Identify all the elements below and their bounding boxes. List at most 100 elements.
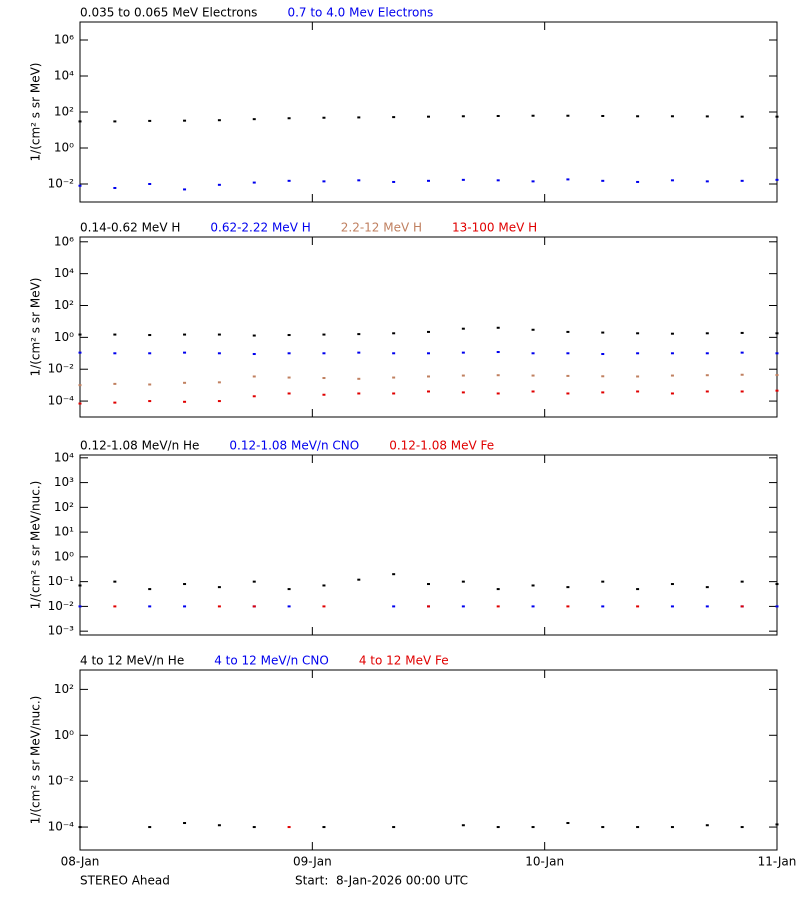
data-point	[670, 115, 674, 118]
data-point	[322, 180, 326, 183]
data-point	[78, 826, 82, 829]
data-point	[740, 826, 744, 829]
data-point	[78, 333, 82, 336]
data-point	[636, 390, 640, 393]
data-point	[496, 114, 500, 117]
x-tick-label: 09-Jan	[293, 855, 332, 869]
data-point	[148, 352, 152, 355]
plot-frame	[79, 21, 778, 203]
data-point	[636, 826, 640, 829]
data-point	[183, 822, 187, 825]
data-point	[113, 333, 117, 336]
y-tick-label: 10⁰	[54, 141, 74, 155]
data-point	[78, 402, 82, 405]
data-point	[148, 119, 152, 122]
data-point	[427, 605, 430, 608]
data-point	[148, 183, 152, 185]
x-tick-label: 11-Jan	[758, 855, 797, 869]
legend-entry: 0.14-0.62 MeV H	[80, 221, 180, 235]
data-point	[461, 178, 465, 181]
y-tick-label: 10⁴	[54, 266, 74, 280]
data-point	[357, 179, 361, 182]
data-point	[775, 389, 779, 392]
data-point	[217, 119, 221, 122]
y-tick-label: 10⁻²	[48, 177, 75, 191]
data-point	[183, 381, 187, 384]
data-point	[322, 584, 326, 587]
data-point	[252, 118, 256, 121]
y-tick-label: 10⁰	[54, 728, 74, 742]
data-point	[531, 584, 535, 587]
data-point	[531, 826, 535, 829]
data-point	[217, 381, 221, 384]
data-point	[705, 115, 709, 118]
x-tick-label: 08-Jan	[61, 855, 100, 869]
data-point	[217, 824, 221, 827]
legend-entry: 0.12-1.08 MeV Fe	[389, 439, 494, 453]
data-point	[78, 120, 82, 123]
data-point	[601, 391, 605, 394]
data-point	[566, 352, 570, 355]
data-point	[252, 181, 256, 184]
data-point	[740, 179, 744, 182]
data-point	[775, 352, 779, 355]
data-point	[183, 333, 187, 336]
data-point	[601, 179, 605, 182]
data-point	[566, 822, 570, 825]
data-point	[357, 392, 361, 395]
data-point	[217, 400, 221, 403]
data-point	[775, 332, 779, 335]
y-tick-label: 10⁻²	[48, 599, 75, 613]
data-point	[566, 374, 570, 377]
data-point	[78, 584, 82, 587]
data-point	[670, 392, 674, 395]
data-point	[670, 374, 674, 377]
data-point	[252, 334, 256, 337]
data-point	[78, 351, 82, 354]
data-point	[217, 333, 221, 336]
data-point	[566, 178, 570, 181]
data-point	[357, 377, 361, 380]
data-point	[705, 374, 709, 377]
data-point	[740, 331, 744, 334]
legend-entry: 2.2-12 MeV H	[341, 221, 422, 235]
data-point	[183, 605, 187, 608]
data-point	[461, 391, 465, 394]
data-point	[461, 351, 465, 354]
footer-left: STEREO Ahead	[80, 874, 170, 888]
data-point	[183, 400, 187, 403]
y-tick-label: 10⁴	[54, 450, 74, 464]
data-point	[252, 826, 256, 829]
data-point	[705, 352, 709, 355]
data-point	[148, 826, 152, 829]
data-point	[601, 353, 605, 356]
data-point	[78, 605, 82, 608]
data-point	[496, 588, 500, 591]
data-point	[775, 374, 779, 377]
data-point	[287, 376, 291, 379]
data-point	[601, 375, 605, 378]
y-tick-label: 10⁰	[54, 549, 74, 563]
data-point	[670, 332, 674, 335]
data-point	[357, 351, 361, 354]
data-point	[252, 395, 256, 398]
data-point	[427, 330, 430, 333]
data-point	[217, 586, 221, 589]
data-point	[113, 352, 117, 355]
data-point	[252, 375, 256, 378]
data-point	[148, 605, 152, 608]
data-point	[531, 352, 535, 355]
data-point	[392, 376, 396, 379]
data-point	[670, 352, 674, 355]
footer-center: Start: 8-Jan-2026 00:00 UTC	[295, 874, 468, 888]
data-point	[461, 824, 465, 827]
y-tick-label: 10⁶	[54, 234, 74, 248]
data-point	[148, 588, 152, 591]
data-point	[392, 116, 396, 119]
data-point	[427, 583, 430, 586]
data-point	[427, 352, 430, 355]
data-point	[183, 583, 187, 586]
data-point	[636, 605, 640, 608]
